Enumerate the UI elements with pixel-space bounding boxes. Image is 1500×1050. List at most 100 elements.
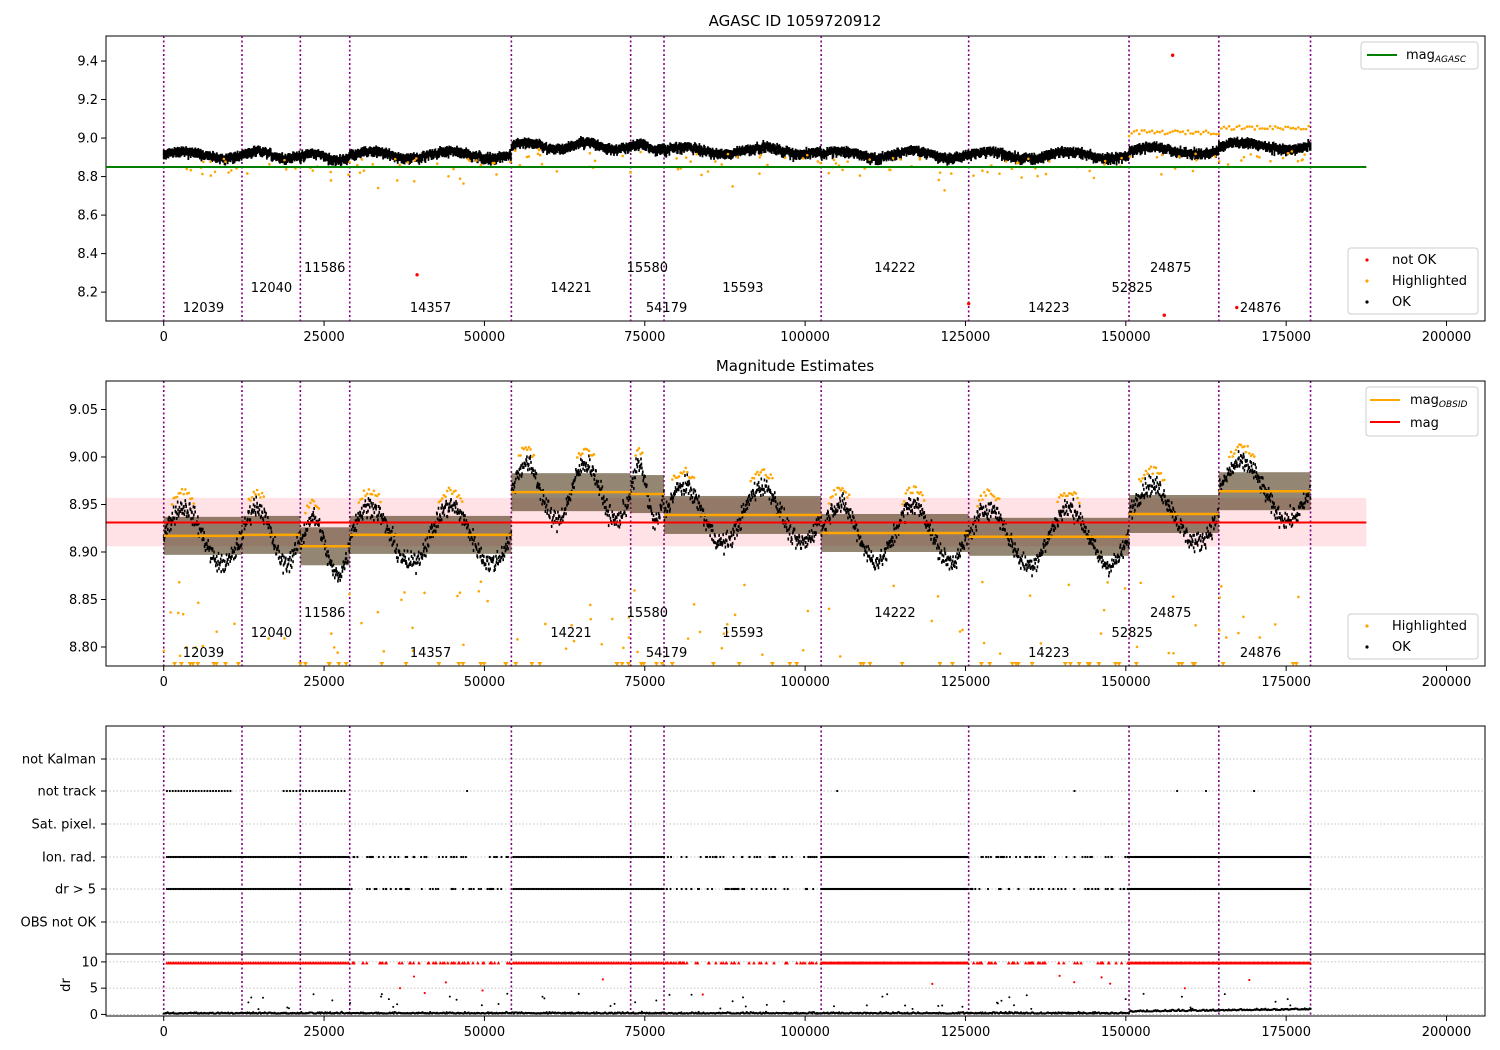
legend-mag-agasc: magAGASC xyxy=(1406,48,1467,65)
ok-point xyxy=(1038,554,1041,558)
ok-point xyxy=(808,529,811,533)
ok-point xyxy=(1067,513,1069,517)
ok-point xyxy=(1022,551,1025,555)
flag-point xyxy=(340,855,344,859)
highlighted-point xyxy=(201,644,205,648)
ok-point xyxy=(354,519,357,523)
flag-point xyxy=(206,789,209,793)
ok-point xyxy=(829,517,831,521)
highlighted-point xyxy=(1147,467,1151,471)
highlighted-point xyxy=(961,628,964,632)
ok-point xyxy=(578,464,581,468)
ok-point xyxy=(832,514,834,518)
highlighted-point xyxy=(348,592,351,596)
ok-point xyxy=(883,554,886,558)
ok-point xyxy=(501,554,504,558)
ok-point xyxy=(342,565,345,569)
ok-point xyxy=(348,542,351,546)
highlighted-point xyxy=(247,497,251,501)
ok-point xyxy=(447,509,450,513)
ok-point xyxy=(605,509,608,513)
highlighted-point xyxy=(222,157,226,161)
ok-point xyxy=(928,528,931,532)
ok-point xyxy=(1198,536,1201,540)
ok-point xyxy=(381,516,383,520)
obs-label: 15593 xyxy=(722,281,763,296)
ok-point xyxy=(877,563,879,567)
ok-point xyxy=(843,507,845,511)
ok-point xyxy=(601,485,604,489)
highlighted-point xyxy=(754,472,758,476)
ok-point xyxy=(1039,553,1042,557)
ok-point xyxy=(1234,460,1236,464)
ok-point xyxy=(378,510,381,514)
ok-point xyxy=(1109,565,1112,569)
highlighted-point xyxy=(362,169,366,173)
ok-point xyxy=(842,492,844,496)
ok-point xyxy=(975,528,978,532)
ok-point xyxy=(395,547,398,551)
highlighted-point xyxy=(370,493,374,496)
ok-point xyxy=(663,489,665,493)
obs-label: 12039 xyxy=(183,646,224,661)
ok-point xyxy=(657,511,660,515)
ok-point xyxy=(288,558,290,562)
ok-point xyxy=(496,557,498,561)
obs-label: 24875 xyxy=(1150,606,1191,621)
ok-point xyxy=(993,504,996,508)
flag-point xyxy=(180,855,184,859)
ok-point xyxy=(1175,517,1177,521)
ok-point xyxy=(368,498,371,502)
ok-point xyxy=(933,539,935,543)
ok-point xyxy=(681,492,683,496)
ok-point xyxy=(1227,471,1230,475)
ok-point xyxy=(909,498,912,502)
ok-point xyxy=(336,573,339,577)
ok-point xyxy=(716,540,719,544)
ok-point xyxy=(1257,475,1260,479)
flag-point xyxy=(309,855,312,859)
ok-point xyxy=(249,505,251,509)
ok-point xyxy=(280,555,283,559)
highlighted-point xyxy=(749,479,753,483)
ok-point xyxy=(846,510,848,514)
highlighted-point xyxy=(1071,493,1074,497)
highlighted-point xyxy=(175,495,179,499)
highlighted-point xyxy=(621,154,624,158)
ok-point xyxy=(526,455,528,459)
ok-point xyxy=(734,524,737,528)
ok-point xyxy=(760,477,763,481)
highlighted-point xyxy=(906,488,909,492)
ok-point xyxy=(377,505,380,509)
ok-point xyxy=(633,476,636,480)
highlighted-point xyxy=(400,598,403,602)
highlighted-point xyxy=(827,171,831,175)
ok-point xyxy=(744,509,746,513)
highlighted-point xyxy=(1056,500,1059,504)
ok-point xyxy=(1145,486,1148,490)
ok-point xyxy=(1274,505,1276,509)
ok-point xyxy=(228,555,230,559)
ok-point xyxy=(813,531,816,535)
flag-point xyxy=(177,789,180,793)
ok-point xyxy=(337,576,340,580)
highlighted-point xyxy=(759,470,763,474)
ok-point xyxy=(680,483,682,487)
ok-point xyxy=(1276,516,1278,520)
ok-point xyxy=(462,511,464,515)
ok-point xyxy=(771,498,774,502)
ok-point xyxy=(1119,543,1122,547)
ok-point xyxy=(1190,535,1193,539)
ok-point xyxy=(794,534,796,538)
highlighted-point xyxy=(588,151,592,155)
flag-point xyxy=(282,855,285,859)
flag-point xyxy=(1073,789,1076,793)
ok-point xyxy=(531,471,533,475)
ok-point xyxy=(438,518,441,522)
ok-point xyxy=(623,511,625,515)
ok-point xyxy=(421,553,424,557)
ok-point xyxy=(574,475,577,479)
ok-point xyxy=(1155,485,1158,489)
panel2-title: Magnitude Estimates xyxy=(716,357,874,375)
ok-point xyxy=(685,490,687,494)
